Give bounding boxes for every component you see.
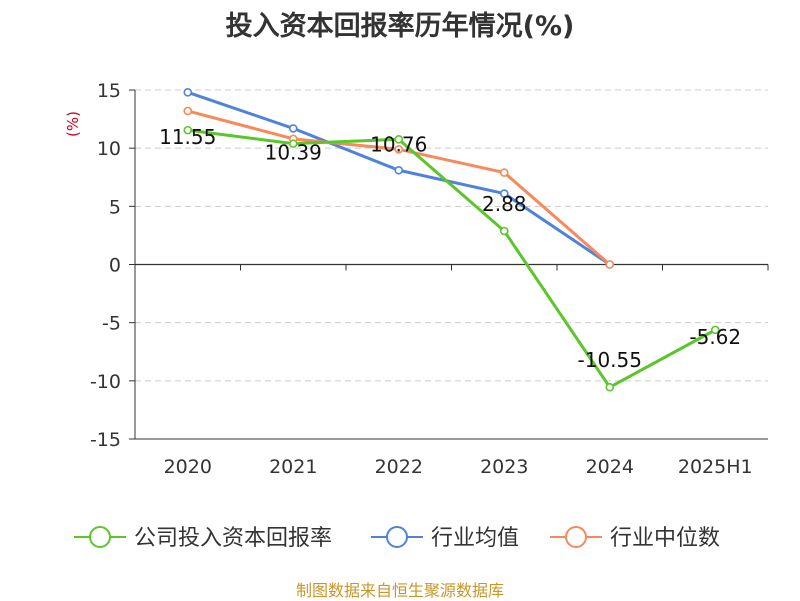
series-lines xyxy=(183,88,720,392)
x-tick-label: 2021 xyxy=(269,456,317,478)
data-labels: 11.55 10.39 10.76 2.88 -10.55 -5.62 xyxy=(159,125,741,372)
data-point xyxy=(394,145,404,154)
legend-swatch-marker xyxy=(89,526,111,548)
data-label: 2.88 xyxy=(482,192,527,216)
y-tick-label: 0 xyxy=(109,255,121,277)
data-point xyxy=(499,226,509,236)
data-point xyxy=(394,165,404,175)
y-tick-label: -10 xyxy=(90,371,121,393)
data-point xyxy=(183,125,193,135)
axes: 15 10 5 0 -5 -10 -15 2020 2021 2022 2023 2024 2025H1 xyxy=(90,80,769,478)
x-tick-label: 2025H1 xyxy=(678,456,753,478)
y-tick-label: 5 xyxy=(109,196,121,218)
source-note: 制图数据来自恒生聚源数据库 xyxy=(295,581,504,600)
chart-title: 投入资本回报率历年情况(%) xyxy=(225,11,575,42)
data-label: 11.55 xyxy=(159,125,216,149)
legend-label: 行业均值 xyxy=(431,526,519,551)
data-point xyxy=(605,382,615,392)
data-label: 10.39 xyxy=(265,141,322,165)
series-line xyxy=(187,90,611,266)
legend: 公司投入资本回报率 行业均值 行业中位数 xyxy=(74,526,720,551)
data-point xyxy=(288,139,298,148)
legend-swatch-marker xyxy=(565,526,587,548)
y-tick-label: 15 xyxy=(97,80,121,102)
data-label: 10.76 xyxy=(370,132,427,156)
y-axis-label: (%) xyxy=(64,111,82,137)
data-label: -10.55 xyxy=(578,348,642,372)
x-tick-label: 2023 xyxy=(480,456,528,478)
data-point xyxy=(394,135,404,144)
data-point xyxy=(710,325,720,335)
x-tick-label: 2024 xyxy=(586,456,634,478)
x-tick-label: 2022 xyxy=(375,456,423,478)
series-line xyxy=(187,128,716,389)
x-tick-label: 2020 xyxy=(164,456,212,478)
data-point xyxy=(183,88,193,97)
legend-swatch-marker xyxy=(386,526,408,548)
data-label: -5.62 xyxy=(689,325,741,349)
y-tick-label: -5 xyxy=(102,313,121,335)
y-tick-label: -15 xyxy=(90,429,121,451)
data-point xyxy=(605,260,615,269)
data-point xyxy=(499,168,509,177)
data-point xyxy=(499,189,509,198)
legend-label: 公司投入资本回报率 xyxy=(134,526,332,551)
data-point xyxy=(288,124,298,133)
legend-label: 行业中位数 xyxy=(610,526,720,551)
data-point xyxy=(183,106,193,116)
y-tick-label: 10 xyxy=(97,138,121,160)
